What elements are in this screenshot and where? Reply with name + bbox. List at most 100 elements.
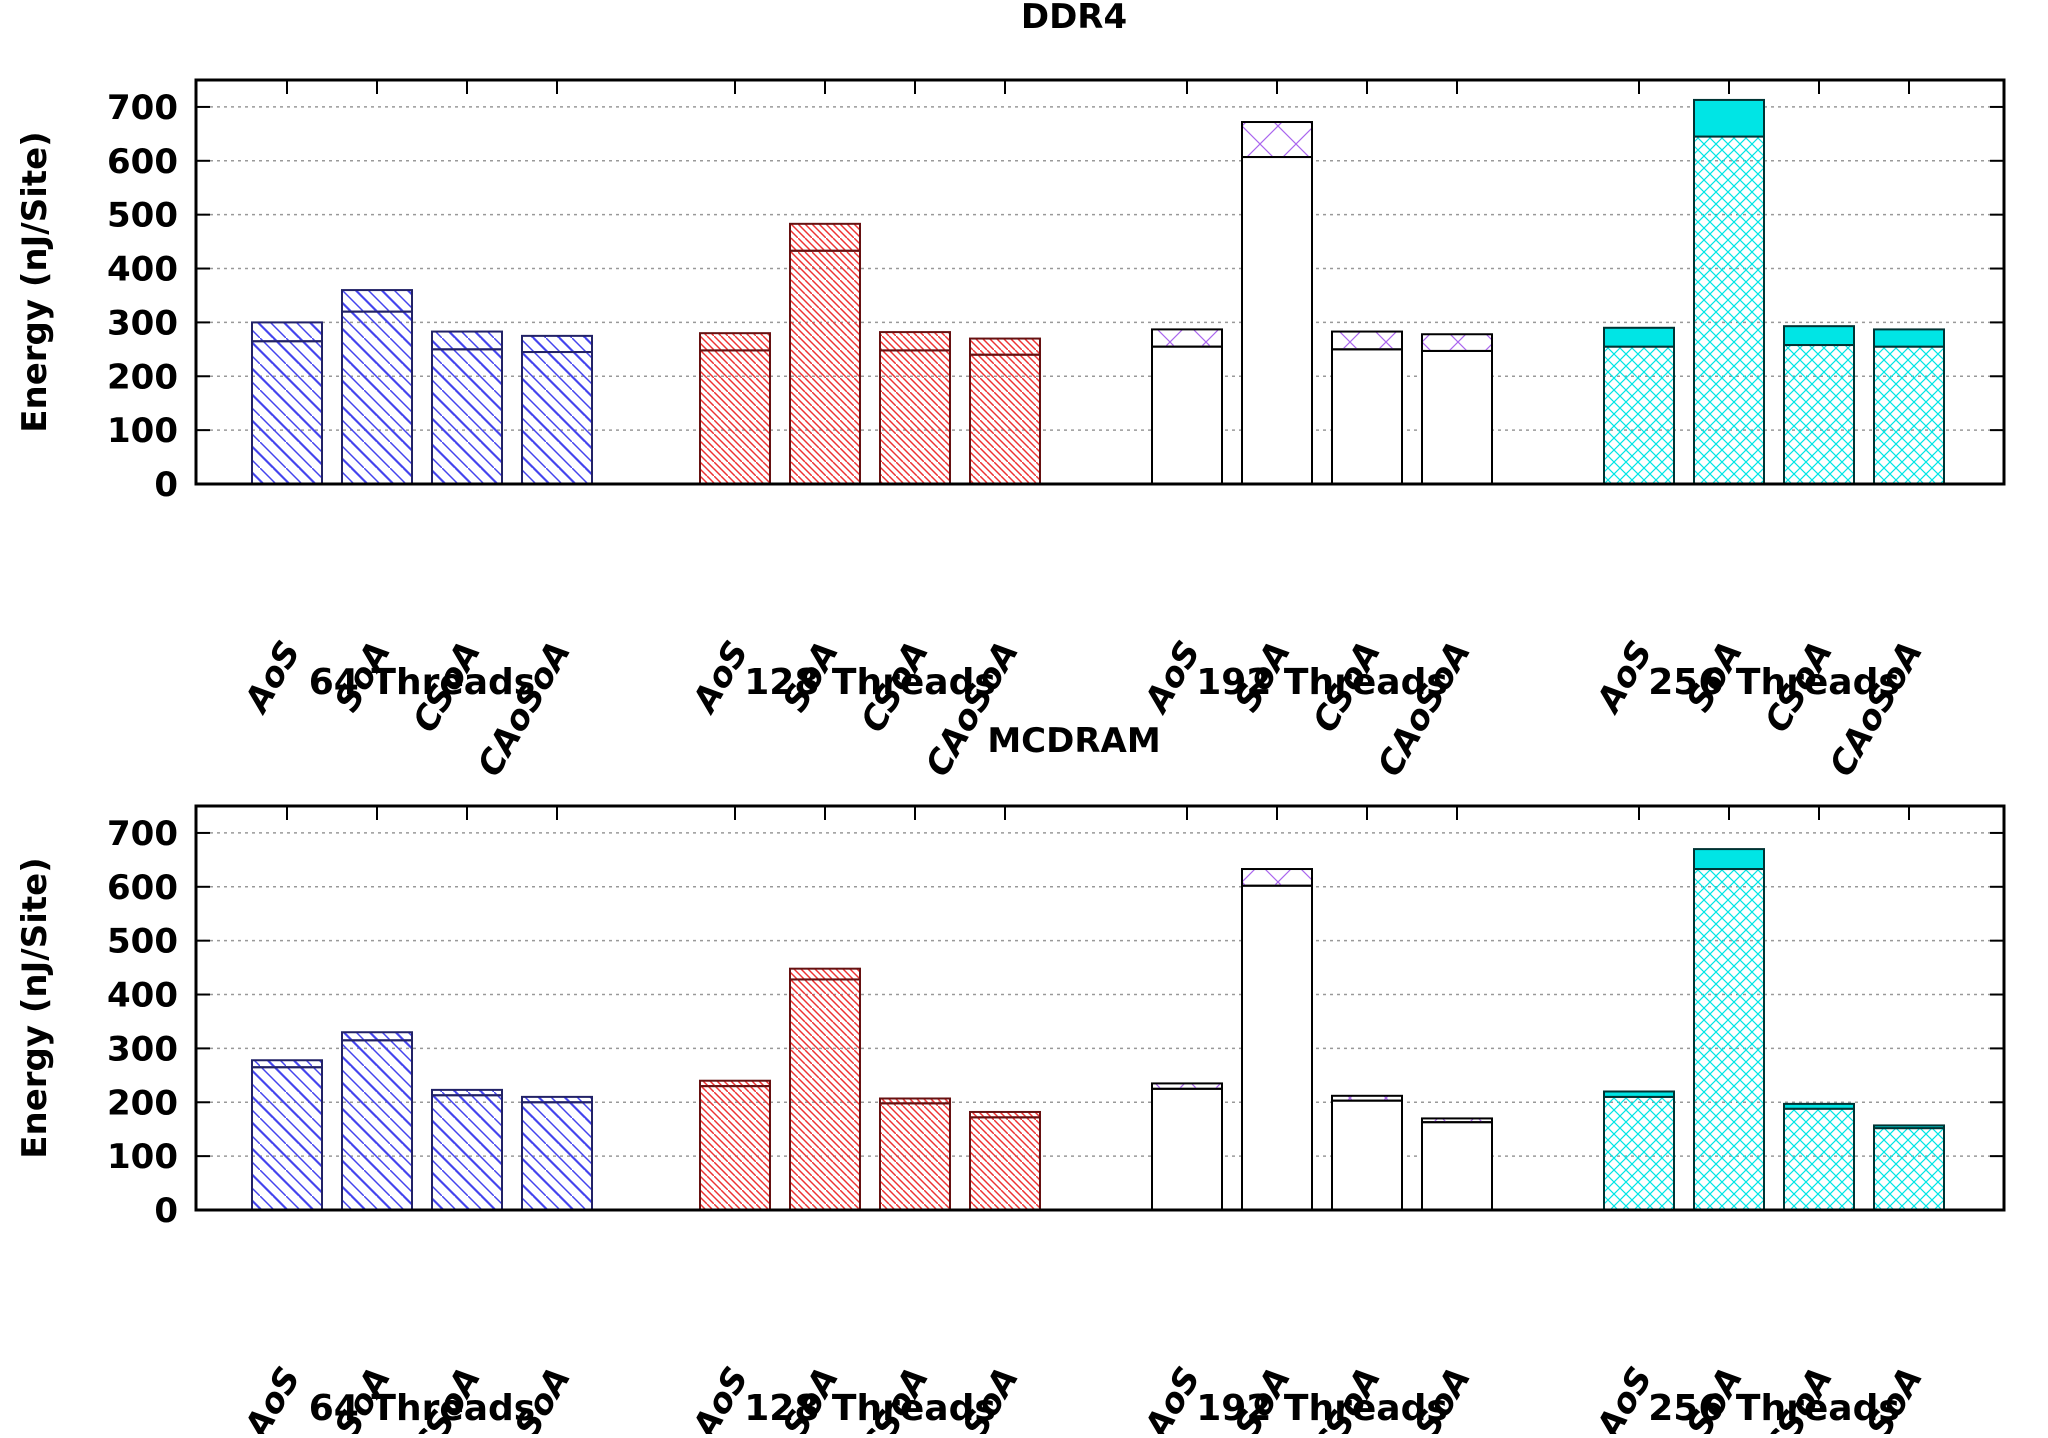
bar-base-128-CAoSoA: [969, 1116, 1041, 1212]
bar-base-192-SoA: [1241, 884, 1313, 1211]
bar-base-192-CSoA: [1331, 348, 1403, 486]
bar-top-64-AoS: [251, 321, 323, 343]
y-tick-label: 200: [107, 1083, 178, 1123]
bar-base-64-AoS: [251, 340, 323, 485]
bar-base-64-CSoA: [431, 348, 503, 486]
bar-base-256-CSoA: [1783, 1107, 1855, 1212]
x-group-label: 192 Threads: [1196, 662, 1448, 703]
plot-frame: [194, 804, 2006, 1212]
bar-base-64-AoS: [251, 1066, 323, 1211]
bar-base-64-SoA: [341, 310, 413, 486]
bar-top-256-AoS: [1603, 326, 1675, 348]
bar-top-64-CSoA: [431, 1088, 503, 1097]
bar-base-192-SoA: [1241, 156, 1313, 485]
bar-top-192-SoA: [1241, 868, 1313, 887]
bar-base-256-CAoSoA: [1873, 345, 1945, 486]
bar-base-128-CSoA: [879, 1102, 951, 1211]
bar-top-256-CSoA: [1783, 325, 1855, 347]
bar-top-64-CAoSoA: [521, 334, 593, 354]
bar-base-128-CAoSoA: [969, 353, 1041, 485]
x-group-label: 128 Threads: [744, 662, 996, 703]
bar-base-128-CSoA: [879, 349, 951, 486]
bar-base-64-SoA: [341, 1039, 413, 1211]
bar-top-64-CSoA: [431, 330, 503, 351]
y-tick-label: 100: [107, 1137, 178, 1177]
y-tick-label: 400: [107, 976, 178, 1016]
x-group-label: 256 Threads: [1648, 1388, 1900, 1429]
x-group-label: 64 Threads: [309, 662, 535, 703]
bar-top-128-SoA: [789, 967, 861, 981]
bar-top-192-CAoSoA: [1421, 333, 1493, 352]
mcdram-panel: MCDRAM Energy (nJ/Site) 0 100 200 300 400 500 60…: [15, 721, 2006, 1438]
y-axis-label: Energy (nJ/Site): [15, 857, 55, 1158]
bar-base-192-AoS: [1151, 1087, 1223, 1212]
y-tick-label: 700: [107, 814, 178, 854]
bar-base-64-CSoA: [431, 1094, 503, 1212]
bar-top-192-SoA: [1241, 121, 1313, 159]
y-tick-label: 500: [107, 922, 178, 962]
x-group-label: 128 Threads: [744, 1388, 996, 1429]
bar-top-64-SoA: [341, 289, 413, 313]
bar-top-128-SoA: [789, 222, 861, 252]
bar-top-192-AoS: [1151, 1082, 1223, 1090]
bar-top-128-CAoSoA: [969, 1110, 1041, 1119]
bar-top-256-CSoA: [1783, 1102, 1855, 1110]
ddr4-panel: DDR4 Energy (nJ/Site) 0 100 200 300 400 500 600 7…: [15, 0, 2006, 783]
chart-title: DDR4: [1021, 0, 1127, 37]
y-tick-label: 0: [154, 1191, 178, 1231]
bar-base-256-SoA: [1693, 135, 1765, 485]
bar-top-128-CAoSoA: [969, 337, 1041, 356]
y-tick-label: 400: [107, 250, 178, 290]
y-tick-label: 700: [107, 88, 178, 128]
bar-base-256-AoS: [1603, 345, 1675, 486]
y-tick-label: 100: [107, 411, 178, 451]
bar-base-256-CAoSoA: [1873, 1127, 1945, 1212]
bar-base-192-CAoSoA: [1421, 1121, 1493, 1212]
bar-base-128-AoS: [699, 349, 771, 486]
bar-top-256-AoS: [1603, 1090, 1675, 1098]
bar-top-192-CAoSoA: [1421, 1117, 1493, 1124]
bar-top-256-SoA: [1693, 848, 1765, 871]
bar-base-192-AoS: [1151, 345, 1223, 486]
bar-top-64-CAoSoA: [521, 1095, 593, 1104]
bar-top-256-SoA: [1693, 98, 1765, 138]
y-tick-label: 200: [107, 357, 178, 397]
bar-top-128-CSoA: [879, 331, 951, 352]
bar-base-192-CAoSoA: [1421, 349, 1493, 485]
bar-top-128-AoS: [699, 332, 771, 352]
chart-title: MCDRAM: [987, 721, 1160, 761]
bar-top-128-AoS: [699, 1079, 771, 1088]
y-tick-label: 500: [107, 196, 178, 236]
bar-top-256-CAoSoA: [1873, 328, 1945, 348]
bar-top-128-CSoA: [879, 1097, 951, 1105]
x-category-label: AoS: [236, 1361, 309, 1435]
bar-base-256-CSoA: [1783, 344, 1855, 485]
bar-top-64-AoS: [251, 1059, 323, 1069]
bar-base-128-AoS: [699, 1085, 771, 1212]
bar-base-192-CSoA: [1331, 1099, 1403, 1211]
y-tick-label: 0: [154, 465, 178, 505]
plot-frame: [194, 78, 2006, 486]
y-axis-label: Energy (nJ/Site): [15, 131, 55, 432]
x-group-label: 64 Threads: [309, 1388, 535, 1429]
y-tick-label: 600: [107, 868, 178, 908]
bar-top-192-CSoA: [1331, 330, 1403, 351]
bar-base-64-CAoSoA: [521, 1101, 593, 1212]
bar-base-128-SoA: [789, 978, 861, 1212]
bar-top-256-CAoSoA: [1873, 1124, 1945, 1130]
bar-base-128-SoA: [789, 249, 861, 485]
bar-base-256-AoS: [1603, 1095, 1675, 1212]
bar-top-64-SoA: [341, 1031, 413, 1042]
y-tick-label: 300: [107, 1029, 178, 1069]
bar-top-192-AoS: [1151, 328, 1223, 348]
bar-base-64-CAoSoA: [521, 351, 593, 485]
y-tick-label: 600: [107, 142, 178, 182]
x-group-label: 192 Threads: [1196, 1388, 1448, 1429]
x-category-label: AoS: [236, 635, 309, 722]
bar-base-256-SoA: [1693, 868, 1765, 1211]
y-tick-label: 300: [107, 303, 178, 343]
x-group-label: 256 Threads: [1648, 662, 1900, 703]
bar-top-192-CSoA: [1331, 1094, 1403, 1102]
